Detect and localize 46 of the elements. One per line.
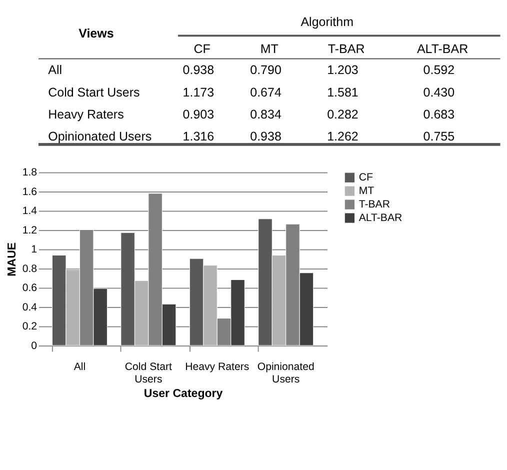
text: 1.173 bbox=[182, 85, 214, 100]
text: MT bbox=[260, 42, 278, 56]
x-axis-title: User Category bbox=[144, 388, 224, 400]
text: 0.674 bbox=[250, 85, 282, 100]
text: 0.938 bbox=[182, 63, 214, 78]
text: 0.938 bbox=[250, 130, 282, 144]
x-tick-label: Opinionated Users bbox=[257, 361, 314, 386]
y-tick-label: 0 bbox=[31, 340, 38, 352]
text: 1.203 bbox=[327, 63, 358, 78]
text: 0.430 bbox=[423, 85, 455, 100]
x-tick-label: Cold Start Users bbox=[124, 361, 172, 386]
text: 1.581 bbox=[327, 85, 358, 100]
text: 0.834 bbox=[250, 107, 282, 122]
y-axis-title: MAUE bbox=[6, 242, 19, 276]
y-tick-label: 1.6 bbox=[22, 186, 38, 198]
legend-label: MT bbox=[358, 184, 375, 197]
y-tick-label: 0.6 bbox=[22, 282, 38, 294]
text: Views bbox=[78, 26, 114, 41]
legend-label: CF bbox=[358, 171, 374, 184]
x-tick-label: Heavy Raters bbox=[185, 361, 250, 374]
text: Algorithm bbox=[300, 15, 354, 30]
text: 1.262 bbox=[327, 130, 358, 144]
y-tick-label: 0.4 bbox=[22, 301, 38, 314]
text: 0.790 bbox=[250, 63, 282, 78]
y-tick-label: 0.8 bbox=[22, 262, 38, 275]
text: 1.316 bbox=[182, 130, 214, 144]
category-label: Opinionated Users bbox=[48, 130, 152, 144]
text: T-BAR bbox=[328, 42, 365, 56]
text: 0.592 bbox=[423, 63, 455, 78]
text: 0.282 bbox=[327, 107, 358, 122]
text: CF bbox=[194, 42, 210, 56]
category-label: Cold Start Users bbox=[48, 85, 140, 100]
category-label: Heavy Raters bbox=[48, 107, 124, 122]
y-tick-label: 1.2 bbox=[22, 224, 38, 236]
x-tick-label: All bbox=[74, 361, 86, 374]
text: 0.903 bbox=[182, 107, 214, 122]
y-tick-label: 1.4 bbox=[22, 205, 38, 218]
text: 0.755 bbox=[423, 130, 455, 144]
y-tick-label: 1.8 bbox=[22, 166, 38, 179]
legend-label: ALT-BAR bbox=[358, 212, 403, 224]
legend-label: T-BAR bbox=[358, 198, 390, 210]
text: 0.683 bbox=[423, 107, 455, 122]
text: ALT-BAR bbox=[416, 42, 468, 56]
category-label: All bbox=[48, 63, 62, 78]
y-tick-label: 0.2 bbox=[22, 320, 38, 333]
y-tick-label: 1 bbox=[31, 244, 38, 256]
